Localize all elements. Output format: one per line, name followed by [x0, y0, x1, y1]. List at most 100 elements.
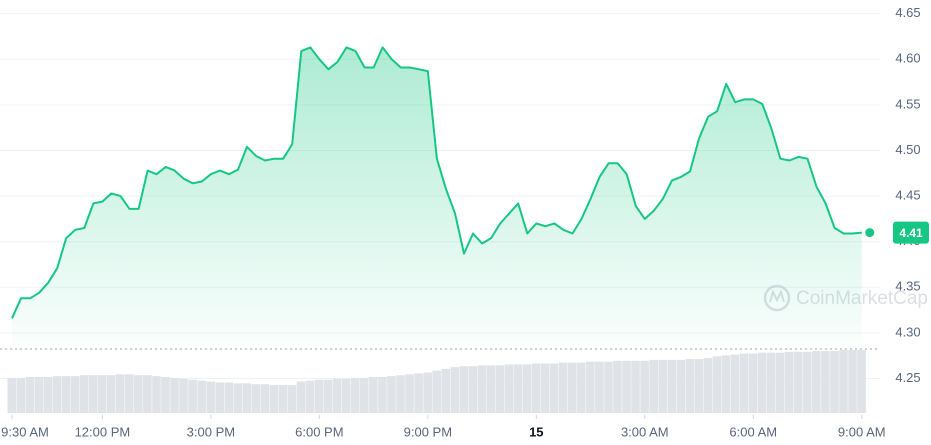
volume-bar: [821, 350, 830, 413]
volume-bar: [414, 373, 423, 413]
volume-bar: [748, 353, 758, 413]
volume-bar: [396, 375, 405, 413]
volume-bar: [351, 377, 360, 413]
volume-bar: [88, 375, 98, 413]
volume-bar: [224, 382, 234, 413]
volume-bar: [387, 376, 396, 413]
x-tick-label: 12:00 PM: [75, 424, 131, 439]
volume-bar: [70, 376, 80, 413]
volume-bar: [16, 377, 26, 413]
volume-bar: [432, 370, 441, 413]
watermark: CoinMarketCap: [763, 284, 928, 312]
volume-bar: [558, 362, 568, 413]
volume-bar: [613, 360, 622, 413]
y-tick-label: 4.60: [895, 51, 920, 66]
volume-bar: [676, 359, 686, 413]
volume-bar: [631, 360, 640, 413]
volume-bar: [161, 377, 170, 413]
x-tick-label: 9:00 AM: [838, 424, 886, 439]
volume-bar: [531, 363, 541, 413]
y-tick-label: 4.50: [895, 142, 920, 157]
volume-bar: [61, 376, 71, 413]
volume-bar: [694, 359, 704, 413]
volume-bar: [775, 352, 785, 413]
x-tick-label: 6:00 PM: [295, 424, 343, 439]
price-line: [11, 46, 862, 319]
volume-bar: [332, 378, 342, 413]
volume-bar: [812, 350, 821, 413]
volume-bar: [296, 381, 306, 413]
volume-bar: [179, 378, 188, 413]
volume-bar: [567, 362, 577, 413]
volume-bar: [667, 359, 677, 413]
volume-bar: [43, 377, 53, 413]
volume-bar: [839, 350, 848, 413]
volume-bar: [784, 351, 794, 413]
volume-bar: [459, 366, 469, 413]
volume-bar: [604, 361, 613, 413]
y-tick-label: 4.30: [895, 324, 920, 339]
volume-bar: [106, 375, 116, 413]
x-tick-label: 3:00 AM: [621, 424, 669, 439]
x-tick-label: 3:00 PM: [187, 424, 235, 439]
volume-bar: [595, 361, 604, 413]
last-point: [865, 228, 875, 238]
volume-bar: [685, 359, 695, 413]
volume-bar: [793, 351, 803, 413]
volume-bar: [25, 377, 35, 413]
volume-bar: [658, 359, 667, 413]
volume-bar: [7, 377, 17, 413]
y-tick-label: 4.65: [895, 5, 920, 20]
volume-bar: [360, 377, 369, 413]
x-tick-label: 15: [529, 424, 543, 439]
x-tick-label: 9:30 AM: [1, 424, 49, 439]
volume-bar: [233, 383, 243, 413]
x-tick-label: 9:00 PM: [404, 424, 452, 439]
volume-bar: [477, 365, 487, 413]
volume-bar: [640, 360, 649, 413]
volume-bar: [622, 360, 631, 413]
volume-bar: [251, 384, 261, 413]
volume-bar: [79, 375, 89, 413]
y-tick-label: 4.35: [895, 279, 920, 294]
volume-bar: [577, 362, 586, 413]
volume-bar: [369, 377, 378, 413]
volume-bar: [260, 384, 270, 413]
volume-bar: [323, 379, 333, 413]
volume-bar: [468, 366, 478, 413]
volume-bar: [522, 364, 532, 413]
volume-bar: [314, 379, 324, 413]
volume-bar: [730, 354, 740, 413]
volume-bar: [278, 385, 288, 413]
volume-bar: [115, 374, 125, 413]
volume-bar: [170, 377, 179, 413]
volume-bar: [830, 350, 839, 413]
volume-bar: [739, 353, 749, 413]
volume-bar: [586, 361, 595, 413]
y-tick-label: 4.55: [895, 96, 920, 111]
x-tick-label: 6:00 AM: [729, 424, 777, 439]
volume-bar: [341, 378, 351, 413]
volume-bar: [305, 380, 315, 413]
y-tick-label: 4.25: [895, 370, 920, 385]
volume-bar: [712, 356, 722, 413]
volume-bar: [721, 355, 731, 413]
volume-bar: [188, 379, 197, 413]
price-badge: [893, 221, 929, 244]
volume-bar: [649, 359, 658, 413]
volume-bar: [206, 381, 215, 413]
volume-bar: [97, 375, 107, 413]
volume-bar: [152, 376, 161, 413]
watermark-text: CoinMarketCap: [796, 288, 928, 309]
volume-bar: [215, 382, 225, 413]
volume-bar: [34, 377, 44, 413]
volume-bar: [803, 351, 812, 413]
volume-bar: [269, 385, 279, 413]
volume-bar: [242, 383, 252, 413]
volume-bar: [125, 374, 134, 413]
volume-bar: [540, 363, 550, 413]
volume-bar: [423, 372, 432, 413]
volume-bar: [703, 358, 713, 413]
volume-bar: [757, 352, 767, 413]
